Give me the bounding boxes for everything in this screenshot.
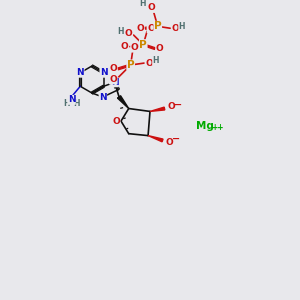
Text: O: O (110, 75, 117, 84)
Text: ++: ++ (212, 123, 224, 132)
Text: O: O (112, 117, 120, 126)
Text: Mg: Mg (196, 121, 214, 131)
Text: N: N (111, 78, 119, 87)
Text: O: O (145, 58, 153, 68)
Text: H: H (117, 27, 123, 36)
Text: O: O (131, 43, 138, 52)
Polygon shape (150, 107, 165, 111)
Text: H: H (139, 0, 146, 8)
Polygon shape (148, 136, 163, 142)
Text: H: H (64, 99, 70, 108)
Text: O: O (166, 138, 173, 147)
Text: O: O (110, 64, 117, 74)
Text: −: − (174, 100, 182, 110)
Text: O: O (156, 44, 164, 53)
Text: H: H (153, 56, 159, 65)
Text: O: O (125, 28, 133, 38)
Text: O: O (171, 24, 179, 33)
Text: H: H (179, 22, 185, 31)
Text: P: P (140, 40, 147, 50)
Text: N: N (76, 68, 84, 77)
Text: P: P (154, 21, 161, 31)
Text: N: N (100, 68, 107, 77)
Text: O: O (136, 24, 144, 33)
Text: O: O (167, 102, 175, 111)
Text: O: O (147, 4, 155, 13)
Text: O: O (121, 42, 129, 51)
Polygon shape (118, 96, 129, 109)
Text: N: N (99, 92, 107, 101)
Text: O: O (147, 24, 155, 33)
Text: P: P (127, 60, 134, 70)
Text: −: − (172, 134, 180, 143)
Text: H: H (73, 99, 80, 108)
Text: N: N (68, 95, 75, 104)
